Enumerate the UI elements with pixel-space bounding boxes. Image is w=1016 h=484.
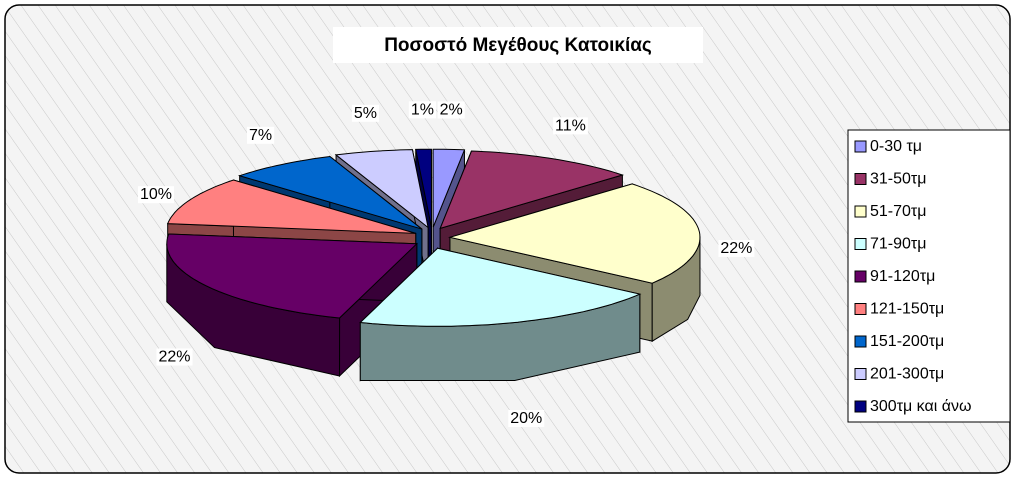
slice	[237, 155, 423, 230]
data-label-bg	[138, 186, 175, 204]
legend-label: 71-90τμ	[870, 236, 926, 253]
data-label-bg	[408, 101, 436, 119]
legend-label: 91-120τμ	[870, 268, 935, 285]
legend-label: 51-70τμ	[870, 203, 926, 220]
legend-label: 300τμ και άνω	[870, 398, 971, 415]
data-label-bg	[156, 348, 193, 366]
data-label: 1%	[411, 101, 434, 118]
title-box	[333, 27, 703, 63]
data-label: 22%	[158, 349, 190, 366]
data-label-bg	[351, 104, 380, 122]
chart-title: Ποσοστό Μεγέθους Κατοικίας	[384, 35, 652, 56]
slice	[166, 179, 416, 234]
slice	[439, 150, 625, 230]
legend-swatch	[854, 140, 867, 153]
data-label: 22%	[720, 240, 752, 257]
data-label-bg	[437, 101, 465, 119]
legend	[847, 129, 1011, 423]
legend-swatch	[854, 400, 867, 413]
slice	[359, 247, 642, 327]
slice	[415, 148, 432, 228]
pie	[166, 148, 701, 382]
legend-swatch	[854, 303, 867, 315]
slice	[447, 183, 701, 284]
legend-swatch	[854, 173, 867, 185]
slice	[166, 233, 418, 319]
data-label-bg	[508, 409, 545, 427]
legend-swatch	[854, 335, 867, 348]
legend-swatch	[854, 205, 867, 218]
legend-swatch	[854, 368, 867, 380]
data-label: 10%	[140, 186, 172, 203]
data-label: 2%	[440, 102, 463, 119]
data-label: 5%	[354, 105, 377, 122]
data-label: 7%	[249, 127, 272, 144]
legend-label: 31-50τμ	[870, 171, 926, 188]
legend-label: 121-150τμ	[870, 301, 944, 318]
legend-label: 201-300τμ	[870, 366, 944, 383]
data-label: 11%	[555, 117, 586, 134]
legend-swatch	[854, 270, 867, 283]
slice	[432, 148, 466, 228]
data-label-bg	[718, 239, 755, 257]
slice	[334, 149, 429, 229]
legend-label: 0-30 τμ	[870, 138, 922, 155]
legend-swatch	[854, 238, 867, 250]
data-label-bg	[553, 117, 588, 135]
data-label-bg	[247, 126, 275, 144]
legend-label: 151-200τμ	[870, 333, 944, 350]
data-label: 20%	[510, 410, 542, 427]
